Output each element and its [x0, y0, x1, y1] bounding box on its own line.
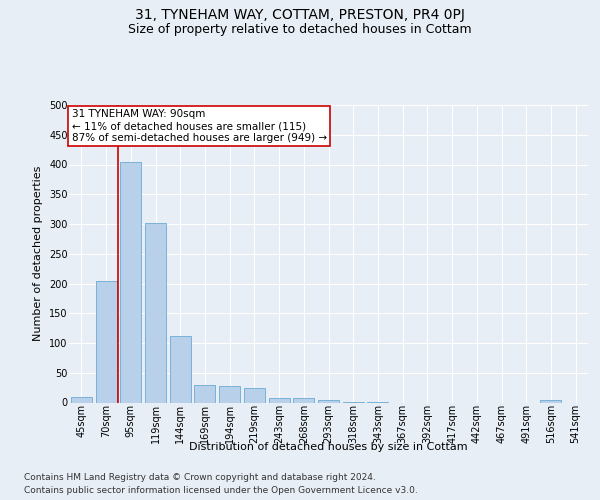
Bar — [95, 280, 116, 402]
Bar — [145, 223, 166, 402]
Text: Contains HM Land Registry data © Crown copyright and database right 2024.: Contains HM Land Registry data © Crown c… — [24, 472, 376, 482]
Bar — [194, 384, 215, 402]
Text: 31 TYNEHAM WAY: 90sqm
← 11% of detached houses are smaller (115)
87% of semi-det: 31 TYNEHAM WAY: 90sqm ← 11% of detached … — [71, 110, 327, 142]
Bar — [244, 388, 265, 402]
Bar — [120, 162, 141, 402]
Y-axis label: Number of detached properties: Number of detached properties — [34, 166, 43, 342]
Bar — [318, 400, 339, 402]
Bar — [541, 400, 562, 402]
Bar — [219, 386, 240, 402]
Bar — [170, 336, 191, 402]
Text: Distribution of detached houses by size in Cottam: Distribution of detached houses by size … — [190, 442, 468, 452]
Bar — [269, 398, 290, 402]
Text: Contains public sector information licensed under the Open Government Licence v3: Contains public sector information licen… — [24, 486, 418, 495]
Bar — [293, 398, 314, 402]
Bar — [71, 396, 92, 402]
Text: 31, TYNEHAM WAY, COTTAM, PRESTON, PR4 0PJ: 31, TYNEHAM WAY, COTTAM, PRESTON, PR4 0P… — [135, 8, 465, 22]
Text: Size of property relative to detached houses in Cottam: Size of property relative to detached ho… — [128, 22, 472, 36]
